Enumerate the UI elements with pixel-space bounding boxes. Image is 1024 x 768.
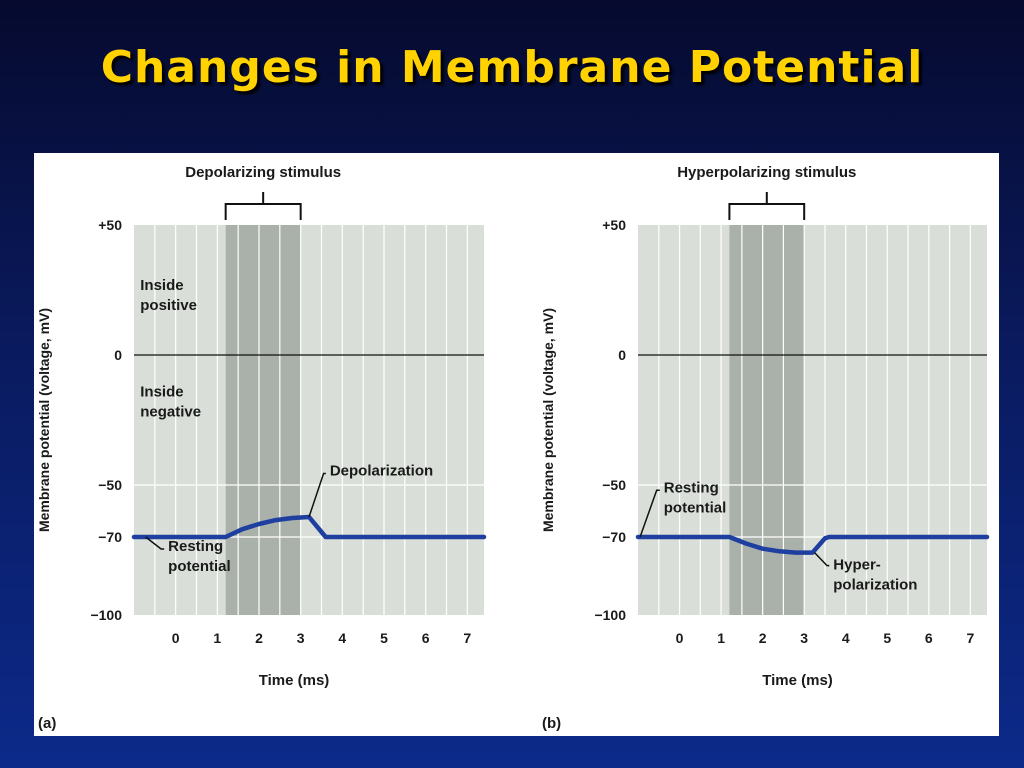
x-tick-label: 1 (213, 630, 221, 646)
region-label: Inside (140, 277, 183, 294)
annotation-leader (308, 472, 326, 518)
plot-area (638, 225, 987, 615)
x-tick-label: 7 (463, 630, 471, 646)
annotation-label: potential (664, 500, 727, 517)
x-tick-label: 0 (172, 630, 180, 646)
membrane-potential-line (131, 514, 487, 540)
x-tick-label: 3 (800, 630, 808, 646)
y-axis-label: Membrane potential (voltage, mV) (540, 308, 556, 532)
x-tick-label: 4 (338, 630, 346, 646)
x-axis-label: Time (ms) (762, 672, 833, 689)
annotation-leader (814, 552, 830, 567)
y-tick-label: −70 (98, 529, 122, 545)
membrane-potential-line (635, 534, 990, 555)
y-tick-label: −70 (602, 529, 626, 545)
x-tick-label: 6 (925, 630, 933, 646)
stimulus-bracket (728, 192, 806, 220)
stimulus-band (225, 225, 301, 615)
annotation-label: potential (168, 558, 231, 575)
y-tick-label: 0 (114, 347, 122, 363)
region-label: positive (140, 297, 197, 314)
x-tick-label: 1 (717, 630, 725, 646)
annotation-label: polarization (833, 576, 917, 593)
y-tick-label: 0 (618, 347, 626, 363)
y-tick-label: +50 (98, 217, 122, 233)
y-tick-label: −100 (90, 607, 122, 623)
region-label: Inside (140, 384, 183, 401)
chart-panel-b: +50 0 −50 −70 −100 0 1 2 3 4 5 6 7 Time (ms) Membrane … (540, 164, 990, 732)
x-tick-label: 7 (966, 630, 974, 646)
stimulus-label: Depolarizing stimulus (185, 164, 341, 181)
x-tick-label: 3 (297, 630, 305, 646)
x-tick-label: 4 (842, 630, 850, 646)
stimulus-band (729, 225, 805, 615)
y-tick-label: −50 (602, 477, 626, 493)
membrane-potential-charts: +50 0 −50 −70 −100 0 1 2 3 4 5 6 7 Time (ms) Membrane … (36, 164, 990, 732)
annotation-label: Resting (664, 480, 719, 497)
x-tick-label: 5 (883, 630, 891, 646)
annotation-label: Resting (168, 538, 223, 555)
stimulus-label: Hyperpolarizing stimulus (677, 164, 856, 181)
annotation-leader (639, 489, 660, 538)
panel-label: (a) (38, 715, 56, 732)
panel-label: (b) (542, 715, 561, 732)
chart-panel-a: +50 0 −50 −70 −100 0 1 2 3 4 5 6 7 Time (ms) Membrane … (36, 164, 487, 732)
x-tick-label: 0 (676, 630, 684, 646)
region-label: negative (140, 404, 201, 421)
annotation-leader (145, 536, 165, 550)
x-tick-label: 5 (380, 630, 388, 646)
x-axis-label: Time (ms) (259, 672, 330, 689)
y-tick-label: −50 (98, 477, 122, 493)
stimulus-bracket (224, 192, 302, 220)
figure-panel: +50 0 −50 −70 −100 0 1 2 3 4 5 6 7 Time (ms) Membrane … (34, 153, 999, 736)
slide-title: Changes in Membrane Potential (100, 42, 924, 93)
x-tick-label: 2 (759, 630, 767, 646)
x-tick-label: 6 (422, 630, 430, 646)
y-axis-label: Membrane potential (voltage, mV) (36, 308, 52, 532)
y-tick-label: −100 (594, 607, 626, 623)
y-tick-label: +50 (602, 217, 626, 233)
annotation-label: Depolarization (330, 463, 433, 480)
x-tick-label: 2 (255, 630, 263, 646)
annotation-label: Hyper- (833, 556, 881, 573)
